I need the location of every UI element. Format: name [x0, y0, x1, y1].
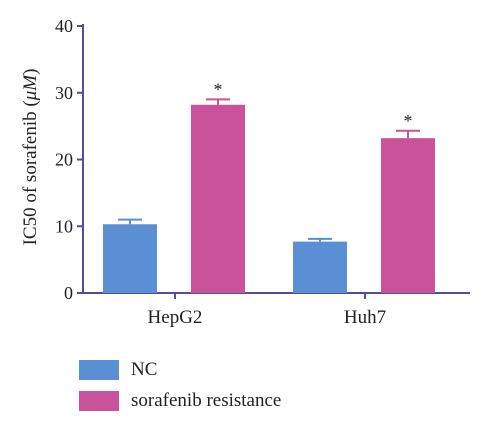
legend-item-nc: NC	[79, 360, 157, 380]
significance-marker: *	[214, 79, 223, 99]
x-tick-label: Huh7	[344, 307, 386, 328]
legend-item-sorafenib-resistance: sorafenib resistance	[79, 391, 281, 411]
legend-swatch-sorafenib-resistance	[79, 391, 119, 411]
y-tick-label: 20	[55, 150, 73, 170]
legend-label-nc: NC	[131, 359, 158, 380]
y-axis-label: IC50 of sorafenib (μM)	[20, 69, 41, 246]
significance-marker: *	[404, 111, 413, 131]
y-tick-label: 0	[64, 283, 73, 303]
y-tick-label: 40	[55, 16, 73, 36]
y-tick-label: 10	[55, 216, 73, 236]
x-tick-label: HepG2	[148, 307, 203, 328]
bar	[293, 241, 347, 293]
bar	[191, 104, 245, 293]
bar	[381, 138, 435, 293]
legend-label-sorafenib-resistance: sorafenib resistance	[131, 390, 282, 411]
y-tick-label: 30	[55, 83, 73, 103]
legend-swatch-nc	[79, 360, 119, 380]
bar	[103, 224, 157, 293]
